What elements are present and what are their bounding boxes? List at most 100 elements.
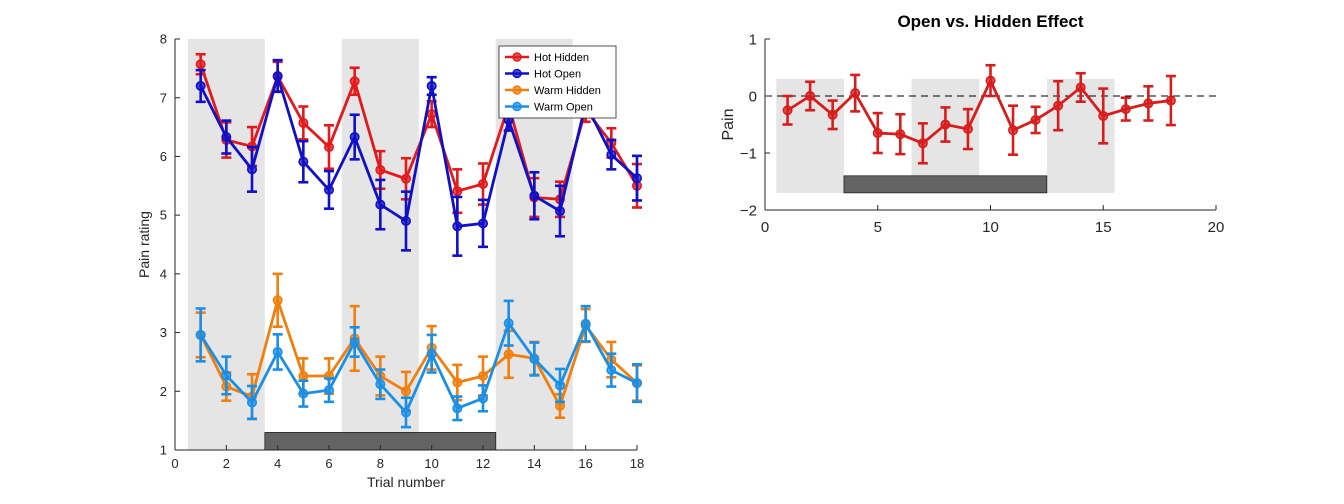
data-point: [631, 378, 642, 389]
x-tick-label: 12: [476, 456, 490, 471]
y-tick-label: −1: [740, 145, 757, 162]
legend-label: Warm Hidden: [534, 85, 601, 97]
legend-marker: [512, 101, 522, 112]
x-tick-label: 0: [761, 219, 769, 236]
data-point: [554, 206, 565, 217]
data-point: [375, 379, 386, 390]
data-point: [195, 80, 206, 91]
data-point: [195, 59, 206, 70]
data-point: [298, 117, 309, 128]
y-tick-label: 5: [160, 208, 167, 223]
data-point: [221, 132, 232, 143]
data-point: [195, 329, 206, 340]
data-point: [452, 403, 463, 414]
x-tick-label: 4: [274, 456, 281, 471]
data-point: [400, 216, 411, 227]
legend-marker: [512, 68, 522, 79]
data-point: [221, 370, 232, 381]
y-axis-label: Pain rating: [136, 211, 152, 278]
x-tick-label: 14: [527, 456, 541, 471]
data-point: [529, 190, 540, 201]
x-tick-label: 10: [982, 219, 999, 236]
series-effect: [782, 63, 1176, 165]
data-point: [1008, 125, 1019, 136]
data-point: [1165, 95, 1176, 106]
data-point: [426, 348, 437, 359]
data-point: [1075, 82, 1086, 93]
legend-label: Hot Open: [534, 69, 581, 81]
data-point: [554, 380, 565, 391]
y-tick-label: 7: [160, 90, 167, 105]
data-point: [400, 173, 411, 184]
x-tick-label: 0: [171, 456, 178, 471]
legend-marker: [512, 52, 522, 62]
series-line: [199, 74, 638, 228]
right-panel-open-vs-hidden-chart: 0 5 10 15 20 −2 −1 0 1 Pain Open vs. Hidden Effect: [720, 12, 1224, 236]
data-point: [827, 109, 838, 120]
y-axis-label: Pain: [720, 108, 737, 140]
data-point: [272, 70, 283, 81]
data-point: [323, 385, 334, 396]
x-tick-label: 10: [424, 456, 438, 471]
data-point: [247, 164, 258, 175]
data-point: [503, 349, 514, 360]
legend-label: Hot Hidden: [534, 52, 589, 64]
data-point: [375, 199, 386, 210]
data-point: [580, 318, 591, 329]
y-tick-label: 1: [749, 31, 757, 48]
data-point: [805, 91, 816, 102]
data-point: [962, 124, 973, 135]
data-point: [349, 336, 360, 347]
data-point: [452, 186, 463, 197]
data-point: [985, 75, 996, 86]
data-point: [349, 76, 360, 87]
data-point: [426, 109, 437, 120]
series-line: [199, 298, 638, 408]
data-point: [1098, 110, 1109, 121]
data-point: [606, 149, 617, 160]
y-tick-label: 1: [160, 443, 167, 458]
data-point: [477, 393, 488, 404]
data-point: [400, 386, 411, 397]
y-tick-label: 8: [160, 32, 167, 47]
data-point: [631, 173, 642, 184]
data-point: [452, 377, 463, 388]
data-point: [503, 318, 514, 329]
data-point: [1030, 114, 1041, 125]
dark-bar: [843, 175, 1048, 194]
y-tick-label: 2: [160, 384, 167, 399]
y-tick-label: −2: [740, 202, 757, 219]
data-point: [272, 346, 283, 357]
data-point: [298, 371, 309, 382]
y-tick-label: 3: [160, 325, 167, 340]
data-point: [323, 142, 334, 153]
data-point: [477, 371, 488, 382]
data-point: [272, 295, 283, 306]
x-tick-label: 2: [223, 456, 230, 471]
data-point: [400, 407, 411, 418]
legend-label: Warm Open: [534, 102, 593, 114]
data-point: [323, 184, 334, 195]
y-tick-label: 4: [160, 266, 167, 281]
data-point: [940, 119, 951, 130]
data-point: [606, 365, 617, 376]
data-point: [1053, 100, 1064, 111]
y-tick-label: 0: [749, 88, 757, 105]
x-tick-label: 5: [874, 219, 882, 236]
data-point: [477, 179, 488, 190]
data-point: [1143, 98, 1154, 109]
x-tick-label: 15: [1095, 219, 1112, 236]
y-tick-label: 6: [160, 149, 167, 164]
x-axis-label: Trial number: [367, 474, 445, 490]
series-line: [199, 321, 638, 414]
data-point: [298, 156, 309, 167]
data-point: [872, 128, 883, 139]
data-point: [782, 105, 793, 116]
data-point: [895, 129, 906, 140]
data-point: [917, 138, 928, 149]
data-point: [298, 388, 309, 399]
data-point: [375, 164, 386, 175]
series-warm-open: [195, 299, 642, 429]
